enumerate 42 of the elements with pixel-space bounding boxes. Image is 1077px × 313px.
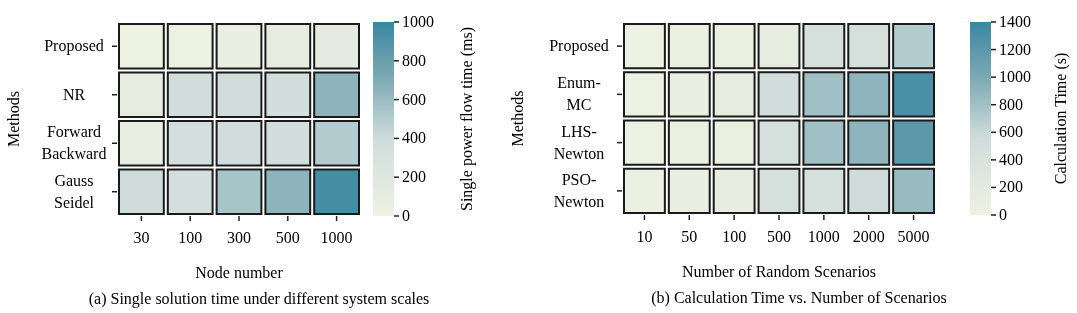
color-bar-label: 0 (402, 207, 410, 224)
x-tick-label: 100 (722, 228, 747, 245)
x-tick-label: 2000 (852, 228, 885, 245)
color-bar-label: 800 (999, 95, 1023, 113)
x-tick-label: 500 (767, 228, 791, 245)
color-bar-label: 0 (999, 206, 1007, 223)
y-tick-label: LHS-Newton (553, 122, 605, 162)
text: (b) Calculation Time vs. Number of Scenarios (651, 289, 947, 307)
text: (a) Single solution time under different system scales (88, 290, 430, 308)
x-tick-label: 5000 (897, 228, 930, 245)
color-bar-label: 1200 (999, 40, 1031, 58)
x-tick-label: 500 (275, 229, 300, 246)
y-tick-label: Forward Backward (41, 123, 107, 163)
color-bar-label: 600 (402, 90, 426, 108)
x-tick-label: 1000 (320, 229, 353, 246)
y-tick-label: PSO-Newton (553, 170, 605, 210)
x-tick-label: 100 (178, 229, 203, 246)
y-tick-label: NR (62, 85, 86, 103)
color-bar-label: 600 (999, 123, 1023, 141)
color-bar-title: Calculation Time (s) (1052, 52, 1070, 185)
color-bar-label: 1000 (402, 13, 434, 30)
y-axis-title: Methods (509, 90, 526, 147)
y-tick-label: Gauss Seidel (54, 171, 95, 211)
color-bar-label: 200 (402, 168, 426, 186)
color-bar-label: 1000 (999, 68, 1031, 86)
color-bar-label: 200 (999, 178, 1023, 196)
y-tick-label: Proposed (44, 37, 104, 56)
y-axis-title: Methods (5, 91, 22, 147)
x-tick-label: 50 (681, 228, 698, 245)
x-axis-title: Number of Random Scenarios (681, 263, 877, 280)
x-tick-label: 30 (133, 229, 150, 246)
color-bar-title: Single power flow time (ms) (458, 27, 476, 211)
x-axis-title: Node number (195, 264, 284, 281)
y-tick-label: Enum-MC (557, 74, 601, 114)
color-bar-label: 400 (999, 150, 1023, 168)
x-tick-label: 300 (227, 229, 251, 246)
color-bar-label: 800 (402, 51, 426, 69)
color-bar-label: 1400 (999, 13, 1031, 30)
x-tick-label: 10 (636, 228, 653, 245)
color-bar-label: 400 (402, 129, 426, 147)
y-tick-label: Proposed (549, 37, 609, 56)
x-tick-label: 1000 (807, 228, 840, 245)
